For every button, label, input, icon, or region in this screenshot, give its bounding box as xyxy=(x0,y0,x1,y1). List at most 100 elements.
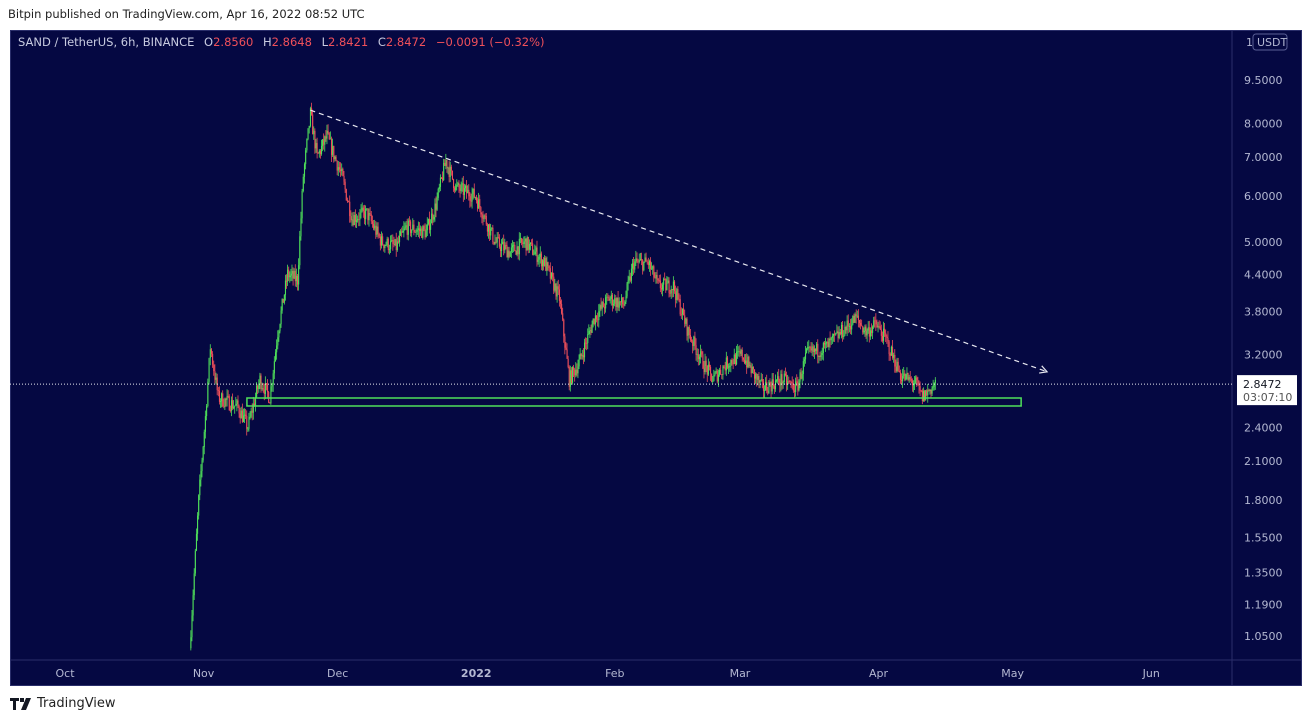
candle xyxy=(589,330,591,332)
candle xyxy=(406,225,408,235)
candle xyxy=(395,239,397,251)
candle xyxy=(879,326,881,330)
price-tick-label: 7.0000 xyxy=(1244,151,1283,164)
candle xyxy=(616,297,618,307)
candle xyxy=(598,311,600,321)
candle xyxy=(448,167,450,177)
candle xyxy=(670,288,672,294)
candle xyxy=(663,279,665,285)
candle xyxy=(267,384,269,392)
candle xyxy=(888,341,890,355)
candle xyxy=(482,218,484,220)
candle xyxy=(371,221,373,224)
candle xyxy=(645,257,647,262)
candle xyxy=(793,390,796,392)
candle xyxy=(679,299,681,315)
candle xyxy=(797,383,799,391)
price-tick-label: 4.4000 xyxy=(1244,268,1283,281)
candle xyxy=(221,393,223,402)
candle xyxy=(200,471,202,480)
candle xyxy=(377,226,379,234)
currency-button[interactable] xyxy=(1252,33,1288,51)
candle xyxy=(789,381,791,383)
candle xyxy=(305,150,307,165)
candle xyxy=(487,224,490,232)
high-value: 2.8648 xyxy=(271,35,312,49)
candle xyxy=(576,369,578,374)
candle xyxy=(725,357,727,371)
trendline-arrow-icon xyxy=(1039,365,1049,374)
candle xyxy=(765,381,767,391)
candle xyxy=(809,346,811,349)
candle xyxy=(526,237,528,251)
candle xyxy=(385,245,387,246)
candle xyxy=(768,382,770,394)
candle xyxy=(366,208,368,210)
candle xyxy=(929,389,931,392)
candle xyxy=(233,406,235,409)
candle xyxy=(771,379,773,392)
candle xyxy=(813,348,815,352)
candle xyxy=(800,372,802,379)
candle xyxy=(296,275,299,285)
candle xyxy=(344,181,346,190)
candle xyxy=(388,249,391,251)
chart-frame[interactable] xyxy=(10,30,1302,686)
candle xyxy=(414,232,416,233)
candle xyxy=(883,328,885,341)
candle xyxy=(418,228,421,232)
candle xyxy=(257,385,259,389)
candle xyxy=(806,348,808,353)
candle xyxy=(930,389,932,394)
candle xyxy=(469,196,471,201)
candle xyxy=(866,330,868,336)
open-label: O xyxy=(204,35,214,49)
candle xyxy=(825,343,827,345)
candle xyxy=(446,160,448,169)
candle xyxy=(249,416,251,418)
candle xyxy=(588,330,590,335)
candle xyxy=(803,359,805,362)
candle xyxy=(236,400,238,404)
candle xyxy=(641,259,643,261)
candle xyxy=(204,416,206,432)
candle xyxy=(828,338,830,348)
candle xyxy=(742,357,744,360)
candle xyxy=(502,241,504,245)
candle xyxy=(447,167,449,169)
candle xyxy=(767,390,769,394)
candle xyxy=(877,326,879,328)
candle xyxy=(873,320,875,327)
candle xyxy=(227,395,229,397)
candle xyxy=(676,289,678,300)
candle xyxy=(363,211,366,220)
candle xyxy=(642,260,644,271)
candle xyxy=(728,366,730,368)
candle xyxy=(359,212,361,220)
candle xyxy=(831,335,833,338)
price-tick-label: 1.5500 xyxy=(1244,532,1283,545)
candle xyxy=(723,366,725,368)
candle xyxy=(901,379,903,382)
candle xyxy=(278,331,280,338)
candle xyxy=(739,351,741,354)
candle xyxy=(779,382,781,386)
candle xyxy=(452,179,455,188)
candle xyxy=(337,167,339,171)
footer: TradingView xyxy=(10,696,116,711)
candle xyxy=(683,308,685,316)
candle xyxy=(787,381,789,385)
candle xyxy=(423,226,425,230)
candle xyxy=(549,268,551,279)
candle xyxy=(224,398,226,407)
candle xyxy=(870,330,873,333)
candle xyxy=(875,320,877,325)
candle xyxy=(722,366,724,375)
candle xyxy=(922,391,925,402)
candle xyxy=(311,108,313,115)
candle xyxy=(894,354,896,367)
candle xyxy=(252,403,254,413)
price-axis-prefix: 1 xyxy=(1246,36,1253,49)
candle xyxy=(862,326,864,333)
